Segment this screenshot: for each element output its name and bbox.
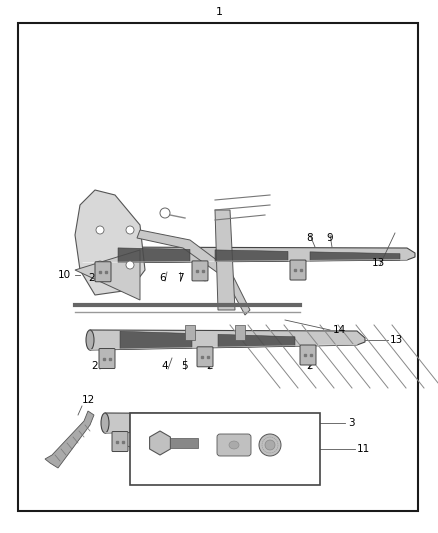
Polygon shape [45, 411, 94, 468]
Text: 3: 3 [348, 418, 355, 428]
Circle shape [96, 261, 104, 269]
Polygon shape [105, 413, 310, 433]
Circle shape [126, 226, 134, 234]
Text: 2: 2 [207, 361, 213, 371]
Circle shape [259, 434, 281, 456]
Text: 2: 2 [307, 361, 313, 371]
Text: 1: 1 [215, 7, 223, 17]
Polygon shape [75, 250, 140, 300]
Text: 10: 10 [58, 270, 71, 280]
FancyBboxPatch shape [197, 347, 213, 367]
Text: 8: 8 [307, 233, 313, 243]
Text: 6: 6 [160, 273, 166, 283]
Text: 5: 5 [182, 361, 188, 371]
Polygon shape [215, 210, 235, 310]
FancyBboxPatch shape [95, 262, 111, 282]
FancyBboxPatch shape [217, 434, 251, 456]
Text: 9: 9 [327, 233, 333, 243]
Text: 14: 14 [333, 325, 346, 335]
FancyBboxPatch shape [192, 261, 208, 281]
Bar [170, 438, 198, 448]
FancyBboxPatch shape [237, 429, 253, 449]
Polygon shape [215, 250, 288, 262]
Polygon shape [137, 230, 250, 315]
Ellipse shape [80, 247, 86, 263]
Text: 2: 2 [88, 273, 95, 283]
Text: 2: 2 [201, 273, 208, 283]
Ellipse shape [86, 330, 94, 350]
Bar [235, 325, 245, 340]
Text: 2: 2 [92, 361, 98, 371]
Ellipse shape [101, 413, 109, 433]
Circle shape [96, 226, 104, 234]
Polygon shape [218, 334, 295, 348]
Polygon shape [83, 247, 415, 263]
Bar [130, 413, 320, 485]
Text: 12: 12 [82, 395, 95, 405]
FancyBboxPatch shape [290, 260, 306, 280]
Text: 13: 13 [372, 258, 385, 268]
Circle shape [265, 440, 275, 450]
Text: 7: 7 [177, 273, 184, 283]
Polygon shape [90, 330, 365, 350]
Text: 2: 2 [242, 445, 248, 455]
Circle shape [160, 208, 170, 218]
Ellipse shape [229, 441, 239, 449]
Bar [185, 325, 195, 340]
FancyBboxPatch shape [112, 432, 128, 451]
Polygon shape [75, 190, 145, 295]
Polygon shape [118, 248, 190, 263]
FancyBboxPatch shape [300, 345, 316, 365]
Polygon shape [120, 332, 192, 349]
Polygon shape [130, 415, 230, 432]
Circle shape [126, 261, 134, 269]
Text: 11: 11 [357, 444, 370, 454]
Text: 2: 2 [141, 445, 148, 455]
Text: 13: 13 [390, 335, 403, 345]
Text: 4: 4 [162, 361, 168, 371]
FancyBboxPatch shape [99, 349, 115, 368]
Polygon shape [310, 252, 400, 261]
